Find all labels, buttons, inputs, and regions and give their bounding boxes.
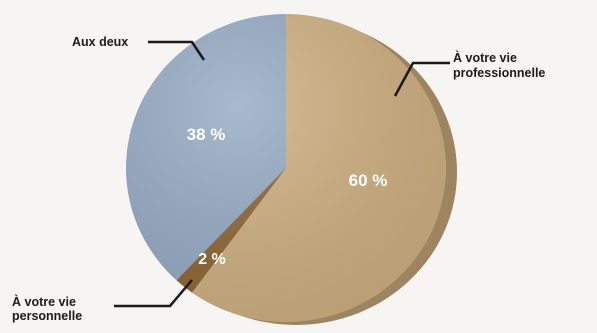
callout-line: Aux deux: [72, 35, 128, 49]
callout-label-a-votre-vie-personnelle: À votre vie personnelle: [12, 294, 82, 323]
slice-value-label-a-votre-vie-professionnelle: 60 %: [349, 171, 388, 190]
callout-line: professionnelle: [453, 66, 545, 80]
pie-slices: [126, 14, 447, 322]
callout-label-aux-deux: Aux deux: [72, 35, 128, 49]
leader-line-personnelle: [114, 279, 193, 308]
callout-line: À votre vie: [12, 294, 76, 309]
leader-line-aux-deux: [148, 40, 206, 61]
callout-line: personnelle: [12, 309, 82, 323]
callout-leaders: [114, 40, 450, 308]
slice-value-labels: 60 % 2 % 38 %: [187, 125, 388, 268]
callout-label-a-votre-vie-professionnelle: À votre vie professionnelle: [453, 50, 545, 80]
slice-value-label-aux-deux: 38 %: [187, 125, 226, 144]
leader-line-professionnelle: [393, 61, 450, 97]
slice-value-label-a-votre-vie-personnelle: 2 %: [198, 251, 226, 268]
callout-line: À votre vie: [453, 50, 517, 65]
